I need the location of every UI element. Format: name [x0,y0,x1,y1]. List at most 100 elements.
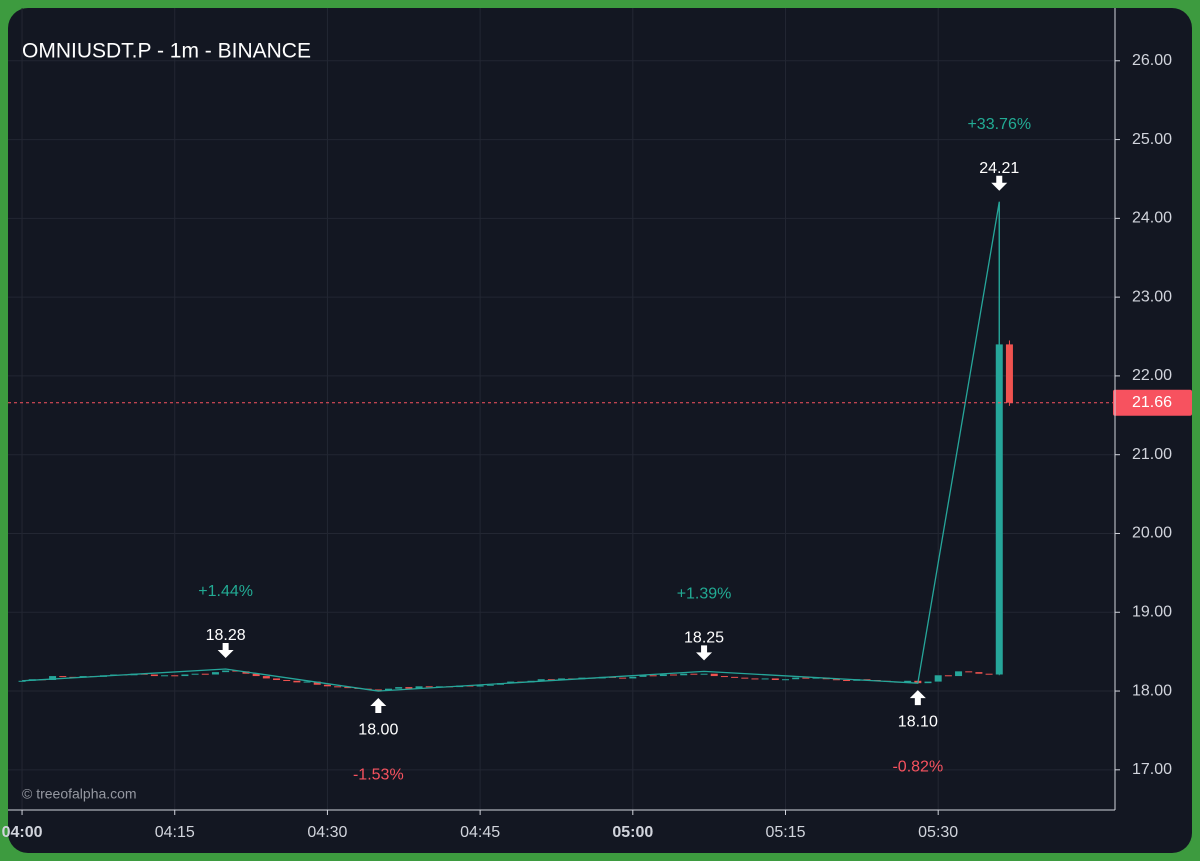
candle-body [211,672,219,675]
candle-body [680,673,688,676]
pivot-price: 18.25 [684,630,724,647]
candle-body [944,675,952,677]
pivot-change: +1.39% [677,586,732,603]
pivot-change: +1.44% [198,583,253,600]
pivot-arrow [696,645,713,661]
candle-body [975,672,983,674]
pivot-arrow [370,698,387,714]
y-tick-label: 21.00 [1132,446,1172,463]
candle-body [558,678,566,681]
candle-body [252,673,260,677]
pivot-price: 18.28 [206,627,246,644]
y-tick-label: 24.00 [1132,210,1172,227]
x-tick-label: 04:30 [307,824,347,841]
candle-body [171,675,179,677]
y-tick-label: 19.00 [1132,603,1172,620]
y-tick-label: 17.00 [1132,761,1172,778]
candle-body [690,673,698,675]
candle-body [385,688,393,691]
candle-body [924,681,932,684]
zigzag-line [22,201,1000,692]
candle-body [802,677,810,679]
candle-body [191,673,199,675]
y-tick-label: 26.00 [1132,52,1172,69]
candle-body [161,675,169,677]
candle-body [476,685,484,687]
candle-body [659,674,667,677]
pivot-price: 18.10 [898,713,938,730]
candle-body [334,686,342,688]
candle-body [222,670,230,673]
candle-body [425,686,433,688]
candle-body [792,677,800,680]
x-tick-label: 05:30 [918,824,958,841]
pivot-arrow [217,642,234,658]
candle-body [507,681,515,684]
candle-body [262,676,270,679]
candle-body [374,689,382,691]
candle-body [751,678,759,680]
candle-body [720,676,728,678]
candle-body [619,677,627,679]
pivot-change: -0.82% [892,758,943,775]
x-tick-label: 05:15 [765,824,805,841]
candle-body [415,686,423,689]
pivot-price: 24.21 [979,160,1019,177]
candle-body [741,677,749,679]
candle-body [59,676,67,678]
candle-body [649,675,657,677]
candle-body [273,678,281,681]
candle-body [405,687,413,689]
candle-body [995,344,1003,675]
candle-body [150,674,158,677]
y-tick-label: 20.00 [1132,525,1172,542]
last-price-label: 21.66 [1132,394,1172,411]
candle-body [670,674,678,676]
candle-body [344,687,352,689]
candle-body [781,679,789,681]
candle-body [313,681,321,685]
y-tick-label: 25.00 [1132,131,1172,148]
candle-body [323,684,331,687]
watermark: © treeofalpha.com [22,786,137,802]
candle-body [201,673,209,675]
candle-body [965,671,973,673]
panel [8,8,1192,853]
x-tick-label: 04:15 [155,824,195,841]
candle-body [771,678,779,681]
candle-body [293,680,301,683]
last-price-tag [1113,389,1192,416]
pivot-arrow [909,690,926,706]
candle-body [537,679,545,681]
candle-body [486,684,494,686]
y-tick-label: 23.00 [1132,288,1172,305]
candle-body [303,681,311,683]
candle-body [395,687,403,689]
pivot-change: +33.76% [967,116,1031,133]
candle-body [934,675,942,682]
x-tick-label: 04:00 [2,824,43,841]
candle-body [700,673,708,675]
candle-body [955,671,963,677]
candle-body [629,676,637,679]
candle-body [639,675,647,677]
candle-body [283,680,291,682]
candle-body [181,674,189,677]
pivot-arrow [991,175,1008,191]
pivot-price: 18.00 [358,721,398,738]
candle-body [832,679,840,681]
x-tick-label: 05:00 [612,824,653,841]
candle-body [904,680,912,683]
candle-body [731,676,739,678]
candle-body [843,680,851,682]
candle-body [710,673,718,677]
candle-body [49,676,57,681]
candle-body [18,680,26,682]
y-tick-label: 18.00 [1132,682,1172,699]
candle-body [761,678,769,680]
candle-body [547,679,555,681]
x-tick-label: 04:45 [460,824,500,841]
pivot-change: -1.53% [353,766,404,783]
